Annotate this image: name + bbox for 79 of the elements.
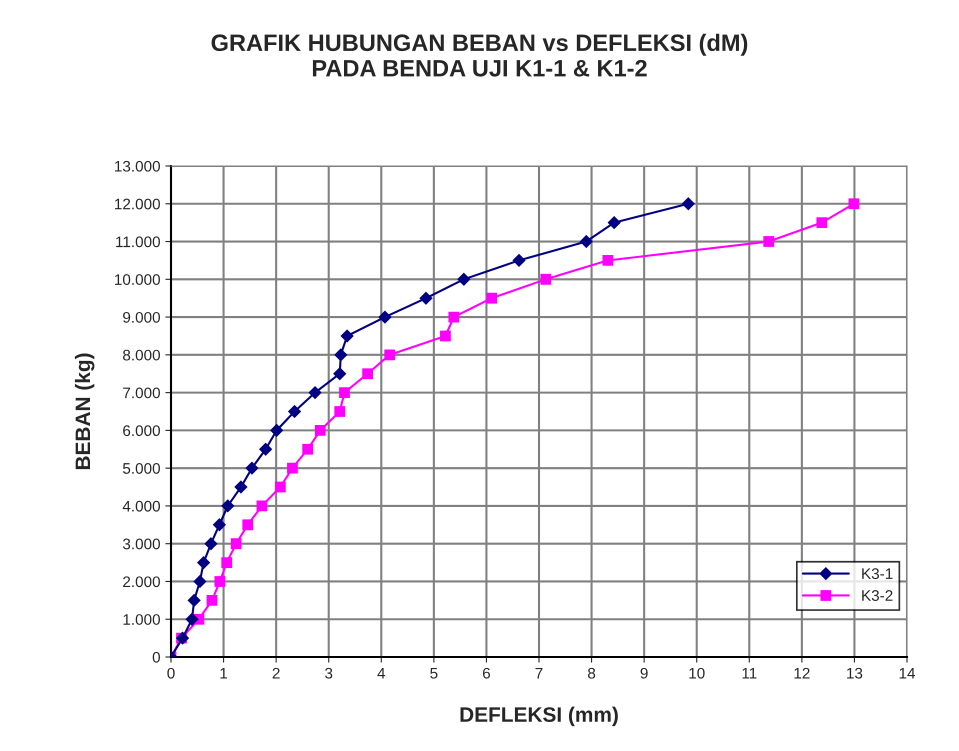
point: [608, 216, 621, 230]
x-tick-label: 13: [847, 668, 862, 679]
y-tick-label: 7.000: [123, 387, 160, 398]
point: [333, 367, 346, 380]
point: [440, 330, 451, 342]
point: [186, 612, 198, 626]
y-tick-label: 3.000: [122, 538, 160, 550]
point: [512, 254, 526, 267]
point: [486, 292, 498, 304]
point: [339, 387, 350, 398]
point: [308, 386, 322, 400]
point: [274, 482, 286, 492]
x-tick-label: 7: [536, 668, 542, 678]
point: [378, 310, 392, 324]
point: [340, 330, 354, 342]
point: [212, 518, 226, 532]
legend-label: K3-2: [862, 590, 892, 601]
x-tick-label: 6: [482, 668, 490, 679]
x-tick-label: 3: [325, 668, 332, 679]
point: [540, 274, 552, 285]
point: [204, 537, 218, 550]
point: [221, 557, 232, 568]
point: [848, 198, 860, 210]
y-tick-label: 2.000: [123, 576, 160, 588]
point: [334, 406, 346, 417]
x-tick-label: 5: [430, 668, 438, 679]
point: [682, 197, 695, 210]
x-tick-label: 14: [900, 668, 916, 678]
y-tick-label: 12.000: [115, 198, 160, 210]
point: [457, 272, 470, 286]
x-tick-label: 9: [640, 668, 648, 679]
y-axis-title: BEBAN (kg): [74, 354, 94, 470]
y-tick-label: 0: [152, 652, 160, 663]
point: [256, 500, 268, 512]
x-tick-label: 8: [588, 668, 596, 679]
point: [188, 594, 201, 607]
y-tick-label: 5.000: [122, 463, 160, 474]
point: [221, 500, 234, 512]
point: [206, 594, 218, 606]
point: [234, 480, 248, 494]
point: [270, 424, 284, 437]
point: [302, 444, 314, 455]
point: [420, 292, 432, 305]
point: [288, 405, 301, 418]
point: [259, 442, 272, 456]
x-tick-label: 10: [689, 668, 705, 679]
point: [314, 425, 326, 436]
y-tick-label: 10.000: [115, 274, 160, 285]
x-tick-label: 2: [272, 668, 280, 678]
point: [242, 519, 254, 530]
point: [816, 217, 828, 228]
chart-title: GRAFIK HUBUNGAN BEBAN vs DEFLEKSI (dM) PADA BENDA UJI K1-1 & K1-2: [212, 34, 748, 77]
point: [362, 368, 373, 380]
x-tick-label: 1: [220, 668, 228, 678]
legend-label: K3-1: [862, 568, 893, 580]
point: [334, 348, 348, 362]
point: [197, 556, 210, 569]
x-tick-label: 12: [794, 668, 810, 678]
point: [194, 575, 206, 588]
point: [448, 312, 460, 322]
point: [246, 462, 258, 475]
point: [230, 538, 242, 550]
point: [763, 236, 774, 247]
x-tick-label: 11: [742, 668, 756, 678]
y-tick-label: 6.000: [123, 425, 160, 436]
point: [214, 576, 226, 587]
x-tick-label: 4: [377, 668, 386, 678]
y-tick-label: 8.000: [123, 350, 160, 361]
y-tick-label: 1.000: [124, 614, 160, 625]
y-tick-label: 13.000: [115, 160, 160, 172]
y-tick-label: 4.000: [122, 500, 160, 512]
y-tick-label: 9.000: [123, 312, 160, 323]
x-axis-title: DEFLEKSI (mm): [460, 706, 618, 726]
point: [580, 235, 593, 248]
point: [384, 349, 396, 360]
point: [287, 462, 298, 474]
y-tick-label: 11.000: [116, 236, 160, 248]
x-tick-label: 0: [167, 668, 175, 679]
point: [602, 255, 614, 266]
